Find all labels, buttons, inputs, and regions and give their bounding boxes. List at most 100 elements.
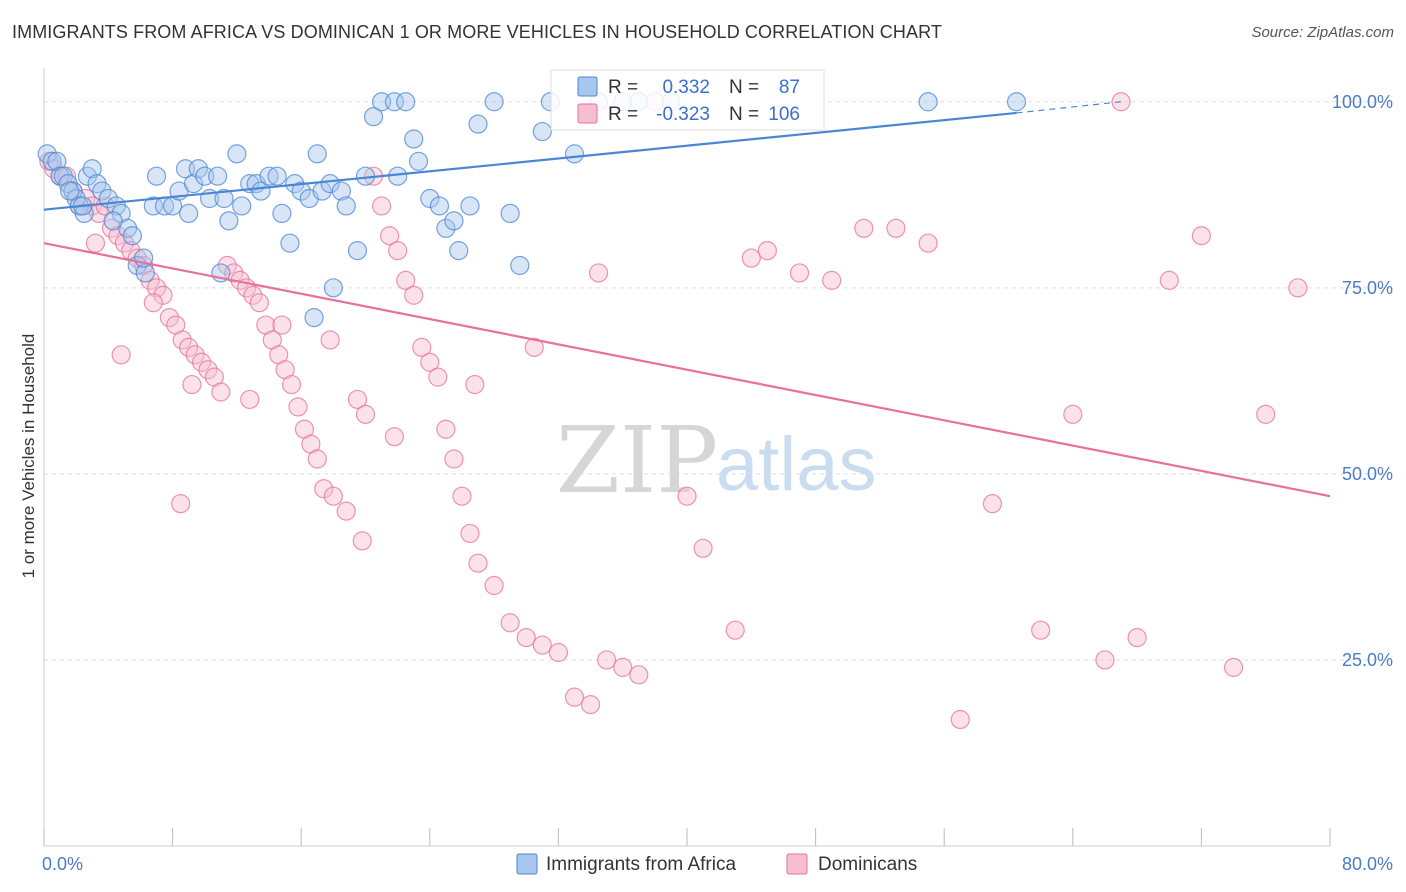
dominicans-point-105 <box>524 337 544 357</box>
watermark-zip: ZIP <box>556 407 718 514</box>
dominicans-point-61 <box>468 553 488 573</box>
y-tick-label-2: 75.0% <box>1342 278 1393 298</box>
dominicans-point-75 <box>725 620 745 640</box>
africa-point-70 <box>500 203 520 224</box>
trend-lines <box>43 101 1331 498</box>
africa-point-41 <box>267 166 287 186</box>
dominicans-point-44 <box>323 486 343 506</box>
africa-point-47 <box>307 144 327 164</box>
dominicans-point-63 <box>500 613 520 633</box>
axes <box>43 68 1331 847</box>
africa-point-33 <box>214 188 234 209</box>
africa-point-74 <box>564 144 585 164</box>
dominicans-point-62 <box>484 575 504 596</box>
y-tick-labels: 25.0% 50.0% 75.0% 100.0% <box>1332 92 1393 670</box>
dominicans-point-77 <box>757 241 777 261</box>
africa-point-43 <box>280 233 300 253</box>
x-tick-label-max: 80.0% <box>1342 854 1393 874</box>
dominicans-point-85 <box>1031 620 1051 640</box>
dominicans-point-32 <box>243 285 263 305</box>
dominicans-point-28 <box>217 255 237 276</box>
africa-point-21 <box>143 196 163 216</box>
africa-point-65 <box>444 211 464 231</box>
dominicans-point-54 <box>412 337 432 357</box>
dominicans-point-106 <box>588 263 609 283</box>
dominicans-point-60 <box>460 523 480 544</box>
dominicans-point-67 <box>564 687 585 707</box>
africa-trend-line <box>43 111 1017 211</box>
dominicans-point-33 <box>249 293 270 313</box>
africa-point-42 <box>272 203 292 224</box>
stats-legend: R = 0.332 N = 87 R = -0.323 N = 106 <box>550 69 825 131</box>
y-tick-label-3: 100.0% <box>1332 92 1393 112</box>
africa-point-29 <box>188 159 208 179</box>
dominicans-point-103 <box>384 427 405 447</box>
watermark-atlas: atlas <box>716 422 877 507</box>
dominicans-point-97 <box>143 293 163 313</box>
africa-point-52 <box>336 196 356 216</box>
africa-point-64 <box>436 218 456 238</box>
watermark: ZIP atlas <box>556 407 877 514</box>
africa-point-60 <box>404 129 424 149</box>
dominicans-point-25 <box>198 360 218 380</box>
dominicans-point-107 <box>1111 92 1131 112</box>
stats-swatch-blue <box>577 76 598 97</box>
dominicans-point-87 <box>1095 650 1115 670</box>
dominicans-point-12 <box>114 233 134 253</box>
dominicans-point-22 <box>179 337 199 357</box>
dominicans-points <box>39 92 1308 730</box>
dominicans-point-100 <box>272 315 292 335</box>
africa-point-45 <box>291 181 311 201</box>
chart-source: Source: ZipAtlas.com <box>1251 24 1394 41</box>
dominicans-point-82 <box>918 233 938 253</box>
africa-point-18 <box>122 226 143 246</box>
dominicans-point-59 <box>452 486 472 506</box>
dominicans-point-18 <box>153 285 173 305</box>
dominicans-point-21 <box>172 330 192 350</box>
africa-point-32 <box>208 166 228 186</box>
africa-point-1 <box>42 151 62 171</box>
dominicans-point-70 <box>613 657 633 677</box>
africa-point-51 <box>331 181 351 201</box>
dominicans-point-23 <box>185 345 205 365</box>
africa-point-62 <box>420 188 440 209</box>
dominicans-point-88 <box>1127 628 1147 648</box>
dominicans-point-79 <box>822 270 842 290</box>
africa-point-67 <box>460 196 480 216</box>
africa-point-11 <box>82 159 102 179</box>
africa-point-59 <box>396 92 416 112</box>
africa-point-63 <box>429 196 450 216</box>
dominicans-point-98 <box>240 389 260 410</box>
africa-point-79 <box>918 92 938 112</box>
africa-point-80 <box>1006 92 1027 112</box>
dominicans-point-53 <box>404 285 424 305</box>
africa-point-86 <box>304 307 324 328</box>
dominicans-point-27 <box>211 382 231 402</box>
x-tick-labels: 0.0% 80.0% <box>42 854 1393 874</box>
dominicans-point-38 <box>281 374 302 395</box>
dominicans-point-76 <box>741 248 761 268</box>
dominicans-point-47 <box>355 404 376 424</box>
dominicans-point-91 <box>1223 657 1244 677</box>
dominicans-point-69 <box>597 650 617 670</box>
legend-swatch-dominicans <box>786 853 808 875</box>
dominicans-point-99 <box>111 345 131 365</box>
dominicans-point-52 <box>396 270 416 290</box>
dominicans-point-90 <box>1191 226 1212 246</box>
africa-point-50 <box>323 278 343 298</box>
y-tick-label-1: 50.0% <box>1342 464 1393 484</box>
stats-n-label-pink: N = <box>729 104 759 125</box>
africa-point-61 <box>408 151 429 171</box>
dominicans-point-68 <box>580 694 601 715</box>
x-tick-label-min: 0.0% <box>42 854 83 874</box>
dominicans-point-101 <box>320 330 340 350</box>
africa-point-9 <box>74 203 94 224</box>
legend-label-dominicans: Dominicans <box>818 854 917 875</box>
stats-n-value-blue: 87 <box>779 77 800 98</box>
dominicans-point-78 <box>789 263 810 283</box>
legend-label-africa: Immigrants from Africa <box>546 854 736 875</box>
dominicans-point-66 <box>548 642 569 663</box>
stats-swatch-pink <box>577 103 598 124</box>
dominicans-point-11 <box>108 226 128 246</box>
